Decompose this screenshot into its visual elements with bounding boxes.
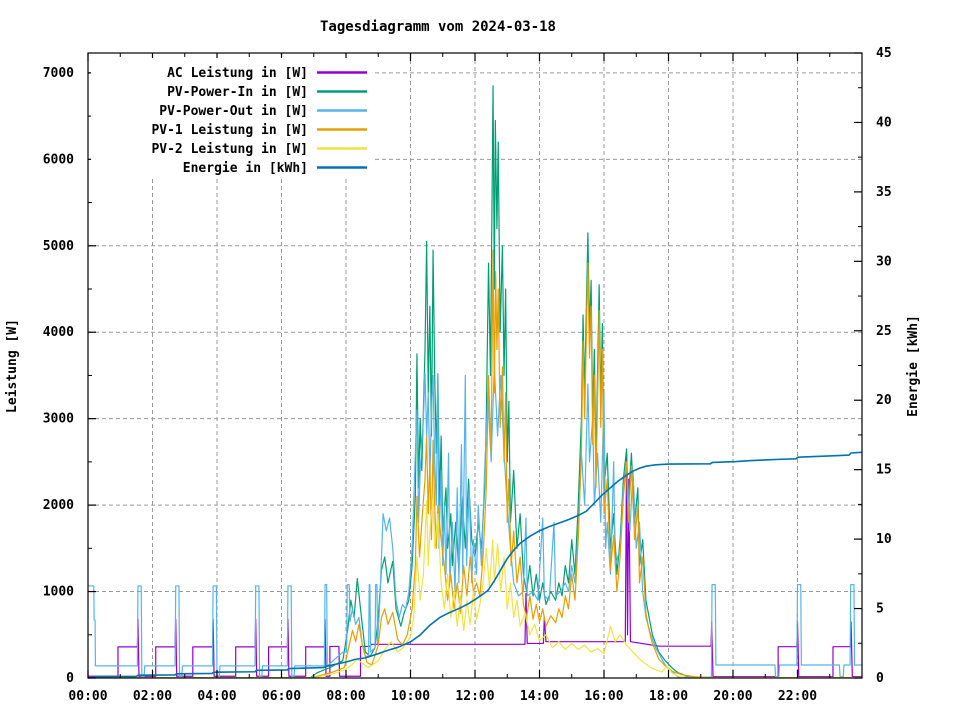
x-tick-label: 10:00	[391, 689, 430, 704]
x-tick-label: 14:00	[520, 689, 559, 704]
y-axis-label-right: Energie [kWh]	[906, 315, 921, 417]
y-left-tick-label: 6000	[43, 152, 74, 167]
series-line-pv_out	[88, 366, 862, 678]
y-right-tick-label: 35	[876, 185, 892, 200]
x-tick-label: 18:00	[649, 689, 688, 704]
legend-label-energie: Energie in [kWh]	[183, 161, 308, 176]
y-left-tick-label: 0	[66, 671, 74, 686]
y-left-tick-label: 1000	[43, 585, 74, 600]
axes-layer: 00:00 02:00 04:00 06:00 08:00 10:00 12:00 14:00…	[43, 46, 892, 704]
x-tick-label: 04:00	[197, 689, 236, 704]
y-left-tick-label: 3000	[43, 412, 74, 427]
x-tick-label: 02:00	[133, 689, 172, 704]
legend-label-pv2: PV-2 Leistung in [W]	[151, 142, 308, 157]
y-axis-label-left: Leistung [W]	[5, 319, 20, 413]
x-tick-label: 06:00	[262, 689, 301, 704]
series-line-pv1	[88, 249, 863, 679]
chart-title: Tagesdiagramm vom 2024-03-18	[320, 19, 556, 35]
series-line-energie	[87, 451, 863, 679]
y-right-tick-label: 20	[876, 393, 892, 408]
y-left-tick-label: 4000	[43, 325, 74, 340]
legend-label-pv_out: PV-Power-Out in [W]	[159, 104, 308, 119]
x-tick-label: 16:00	[584, 689, 623, 704]
legend-label-pv1: PV-1 Leistung in [W]	[151, 123, 308, 138]
x-tick-label: 20:00	[713, 689, 752, 704]
y-right-tick-label: 45	[876, 46, 892, 61]
x-tick-label: 08:00	[326, 689, 365, 704]
x-tick-label: 22:00	[778, 689, 817, 704]
legend-label-pv_in: PV-Power-In in [W]	[167, 85, 308, 100]
series-line-pv2	[88, 495, 863, 679]
y-left-tick-label: 5000	[43, 239, 74, 254]
legend-background	[91, 58, 373, 176]
legend-label-ac: AC Leistung in [W]	[167, 66, 308, 81]
y-right-tick-label: 30	[876, 254, 892, 269]
legend-layer: AC Leistung in [W] PV-Power-In in [W] PV-P…	[91, 58, 373, 176]
y-right-tick-label: 25	[876, 324, 892, 339]
y-right-tick-label: 10	[876, 532, 892, 547]
y-right-tick-label: 0	[876, 671, 884, 686]
y-right-tick-label: 15	[876, 463, 892, 478]
series-layer	[87, 85, 863, 679]
y-right-tick-label: 5	[876, 602, 884, 617]
y-right-tick-label: 40	[876, 115, 892, 130]
y-left-tick-label: 2000	[43, 498, 74, 513]
y-left-tick-label: 7000	[43, 66, 74, 81]
x-tick-label: 12:00	[455, 689, 494, 704]
x-tick-label: 00:00	[68, 689, 107, 704]
series-line-ac	[88, 454, 862, 678]
